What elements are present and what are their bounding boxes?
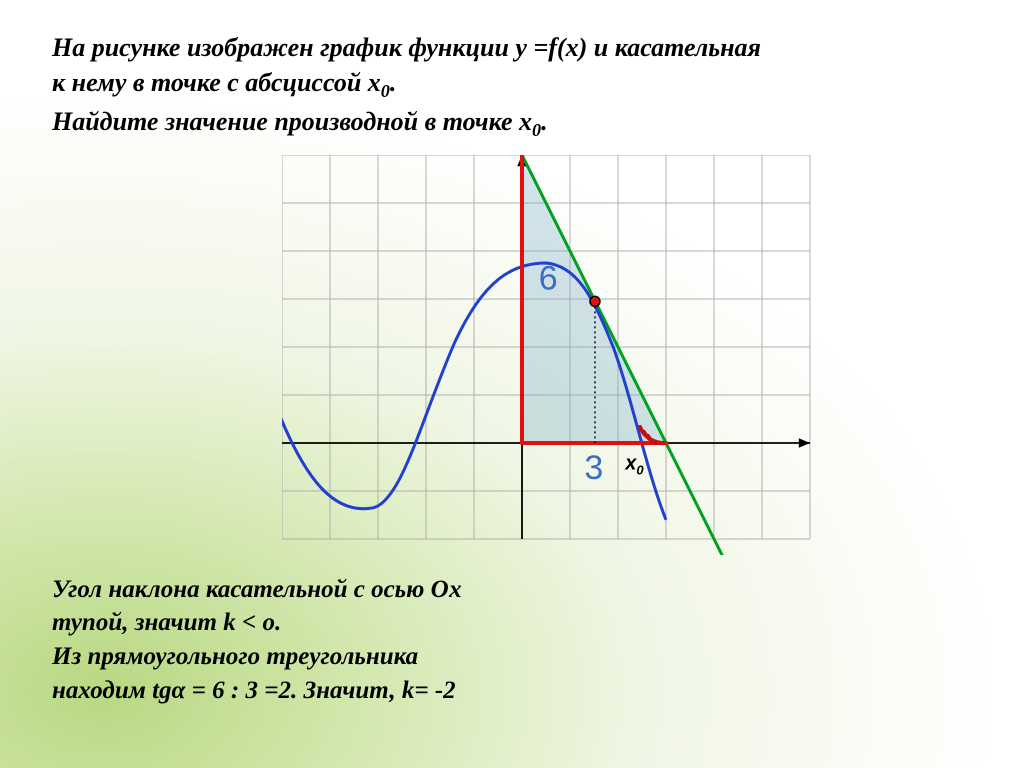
- chart: 6 3 x0: [282, 155, 842, 555]
- problem-line2: к нему в точке с абсциссой x: [52, 68, 381, 97]
- svg-text:x0: x0: [624, 452, 644, 477]
- problem-line1: На рисунке изображен график функции y =f…: [52, 33, 761, 62]
- problem-statement: На рисунке изображен график функции y =f…: [52, 30, 972, 143]
- solution-line1: Угол наклона касательной с осью Ох: [52, 576, 462, 603]
- solution-line2: тупой, значит k < o.: [52, 609, 281, 636]
- solution-line3: Из прямоугольного треугольника: [52, 643, 418, 670]
- problem-line3: Найдите значение производной в точке x: [52, 107, 532, 136]
- solution-line4: находим tgα = 6 : 3 =2. Значит, k= -2: [52, 677, 456, 704]
- svg-text:6: 6: [539, 259, 558, 297]
- svg-text:3: 3: [584, 449, 603, 487]
- solution-text: Угол наклона касательной с осью Ох тупой…: [52, 573, 972, 708]
